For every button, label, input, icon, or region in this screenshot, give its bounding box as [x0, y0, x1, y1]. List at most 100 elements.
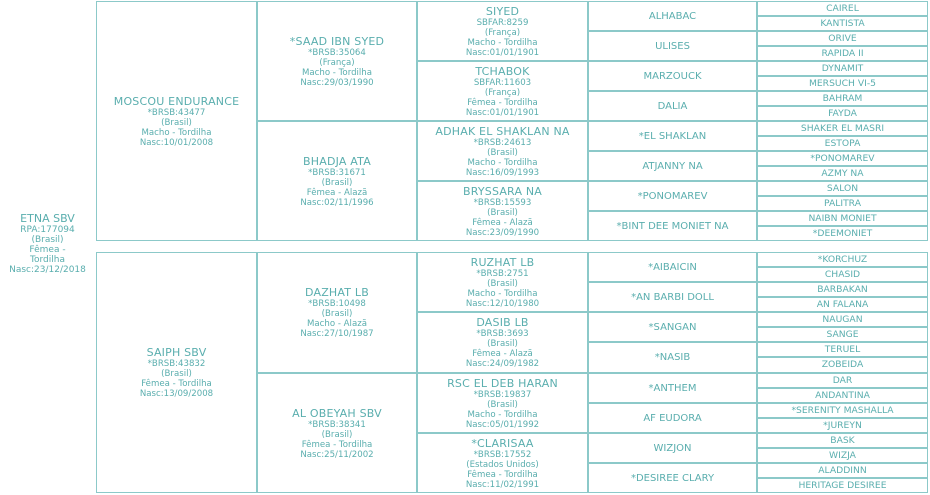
- gen4-horse: *SANGAN: [588, 312, 757, 342]
- gen5-horse: *JUREYN: [757, 418, 928, 433]
- gen4-horse: MARZOUCK: [588, 61, 757, 91]
- gen3-horse: SIYED SBFAR:8259 (França) Macho - Tordilha N…: [417, 1, 588, 61]
- gen5-horse: WIZJA: [757, 448, 928, 463]
- horse-name: TCHABOK: [475, 64, 530, 78]
- gen5-horse: BASK: [757, 433, 928, 448]
- horse-name: AL OBEYAH SBV: [292, 406, 382, 420]
- gen4-horse: *PONOMAREV: [588, 181, 757, 211]
- gen5-horse: PALITRA: [757, 196, 928, 211]
- horse-sex-color: Fêmea - Alazã: [472, 349, 533, 359]
- gen4-horse: *AN BARBI DOLL: [588, 282, 757, 312]
- horse-birth-date: Nasc:23/09/1990: [465, 227, 540, 238]
- gen4-horse: *ANTHEM: [588, 373, 757, 403]
- gen1-horse: SAIPH SBV *BRSB:43832 (Brasil) Fêmea - Tord…: [96, 252, 257, 493]
- horse-country: (Brasil): [487, 278, 518, 289]
- horse-birth-date: Nasc:02/11/1996: [300, 197, 374, 208]
- gen4-horse: *DESIREE CLARY: [588, 463, 757, 493]
- horse-name: *CLARISAA: [471, 436, 534, 450]
- gen4-horse: ULISES: [588, 31, 757, 61]
- gen5-horse: DYNAMIT: [757, 61, 928, 76]
- horse-country: (França): [484, 87, 521, 98]
- horse-birth-date: Nasc:01/01/1901: [465, 107, 540, 118]
- gen5-horse: *KORCHUZ: [757, 252, 928, 267]
- horse-birth-date: Nasc:29/03/1990: [300, 77, 374, 88]
- horse-sex-color: Macho - Tordilha: [467, 288, 538, 299]
- gen3-horse: TCHABOK SBFAR:11603 (França) Fêmea - Tordil…: [417, 61, 588, 121]
- horse-country: (Brasil): [321, 309, 353, 319]
- horse-registry: *BRSB:15593: [473, 197, 532, 208]
- gen4-horse: *AIBAICIN: [588, 252, 757, 282]
- horse-registry: *BRSB:10498: [308, 299, 366, 309]
- gen5-horse: TERUEL: [757, 342, 928, 357]
- horse-registry: SBFAR:11603: [473, 77, 532, 88]
- horse-sex-color: Macho - Tordilha: [301, 67, 373, 78]
- root-name: ETNA SBV: [20, 212, 75, 225]
- horse-birth-date: Nasc:16/09/1993: [465, 167, 540, 178]
- horse-registry: *BRSB:43832: [147, 359, 206, 369]
- horse-sex-color: Fêmea - Tordilha: [467, 97, 538, 108]
- gen5-horse: RAPIDA II: [757, 46, 928, 61]
- horse-country: (Brasil): [487, 339, 518, 349]
- horse-registry: *BRSB:31671: [308, 167, 366, 178]
- horse-name: BHADJA ATA: [303, 154, 371, 168]
- gen5-horse: SALON: [757, 181, 928, 196]
- gen4-horse: *EL SHAKLAN: [588, 121, 757, 151]
- root-birth: Nasc:23/12/2018: [9, 265, 86, 275]
- gen3-horse: DASIB LB *BRSB:3693 (Brasil) Fêmea - Alazã N…: [417, 312, 588, 373]
- gen4-horse: ALHABAC: [588, 1, 757, 31]
- horse-registry: *BRSB:43477: [147, 107, 206, 118]
- gen5-horse: CAIREL: [757, 1, 928, 16]
- horse-registry: *BRSB:3693: [476, 329, 529, 339]
- horse-birth-date: Nasc:10/01/2008: [139, 137, 214, 148]
- root-country: (Brasil): [31, 235, 64, 245]
- gen5-horse: ANDANTINA: [757, 388, 928, 403]
- gen5-horse: NAIBN MONIET: [757, 211, 928, 226]
- horse-sex-color: Macho - Tordilha: [467, 157, 538, 168]
- horse-country: (Brasil): [487, 399, 518, 410]
- horse-sex-color: Macho - Tordilha: [467, 409, 538, 420]
- horse-sex-color: Fêmea - Tordilha: [301, 439, 373, 450]
- horse-country: (França): [319, 57, 355, 68]
- horse-country: (França): [484, 27, 521, 38]
- horse-country: (Estados Unidos): [466, 459, 539, 470]
- horse-country: (Brasil): [161, 369, 192, 379]
- gen2-horse: *SAAD IBN SYED *BRSB:35064 (França) Macho -…: [257, 1, 417, 121]
- horse-name: RUZHAT LB: [470, 255, 535, 269]
- gen1-horse: MOSCOU ENDURANCE *BRSB:43477 (Brasil) Macho…: [96, 1, 257, 241]
- gen5-horse: NAUGAN: [757, 312, 928, 327]
- gen4-horse: DALIA: [588, 91, 757, 121]
- gen5-horse: DAR: [757, 373, 928, 388]
- horse-sex-color: Macho - Alazã: [307, 319, 367, 329]
- gen5-horse: BAHRAM: [757, 91, 928, 106]
- horse-sex-color: Fêmea - Alazã: [472, 217, 533, 228]
- horse-registry: *BRSB:38341: [308, 419, 366, 430]
- gen5-horse: SANGE: [757, 327, 928, 342]
- horse-name: DAZHAT LB: [305, 286, 369, 299]
- horse-name: SAIPH SBV: [146, 346, 207, 359]
- horse-birth-date: Nasc:25/11/2002: [300, 449, 374, 460]
- horse-country: (Brasil): [321, 429, 353, 440]
- horse-name: SIYED: [485, 4, 520, 18]
- gen5-horse: AZMY NA: [757, 166, 928, 181]
- horse-name: BRYSSARA NA: [462, 184, 543, 198]
- gen3-horse: *CLARISAA *BRSB:17552 (Estados Unidos) Fême…: [417, 433, 588, 493]
- gen5-horse: ZOBEIDA: [757, 357, 928, 373]
- gen3-horse: RUZHAT LB *BRSB:2751 (Brasil) Macho - Tordi…: [417, 252, 588, 312]
- gen2-horse: AL OBEYAH SBV *BRSB:38341 (Brasil) Fêmea - …: [257, 373, 417, 493]
- horse-country: (Brasil): [487, 207, 518, 218]
- gen2-horse: BHADJA ATA *BRSB:31671 (Brasil) Fêmea - Ala…: [257, 121, 417, 241]
- horse-birth-date: Nasc:27/10/1987: [300, 329, 374, 339]
- gen5-horse: SHAKER EL MASRI: [757, 121, 928, 136]
- gen4-horse: *BINT DEE MONIET NA: [588, 211, 757, 241]
- horse-birth-date: Nasc:11/02/1991: [465, 479, 540, 490]
- horse-sex-color: Fêmea - Tordilha: [141, 379, 212, 389]
- root-color: Tordilha: [30, 255, 65, 265]
- horse-registry: *BRSB:17552: [473, 449, 532, 460]
- gen5-horse: CHASID: [757, 267, 928, 282]
- horse-sex-color: Macho - Tordilha: [141, 127, 212, 138]
- gen5-horse: AN FALANA: [757, 297, 928, 312]
- gen5-horse: BARBAKAN: [757, 282, 928, 297]
- gen5-horse: KANTISTA: [757, 16, 928, 31]
- horse-birth-date: Nasc:12/10/1980: [465, 298, 540, 309]
- gen4-horse: ATJANNY NA: [588, 151, 757, 181]
